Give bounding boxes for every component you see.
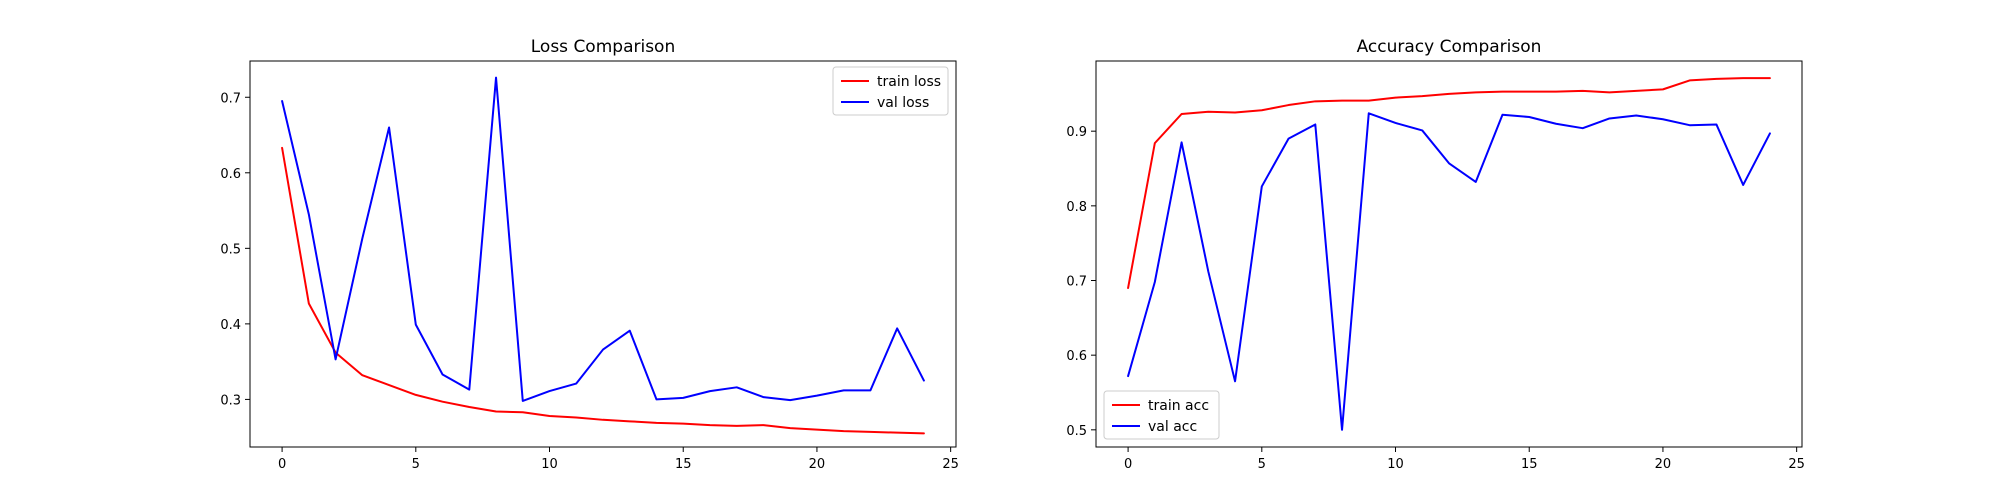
plot-area — [1095, 60, 1803, 448]
x-tick-label: 0 — [1124, 457, 1132, 472]
legend-label: train acc — [1148, 398, 1209, 414]
x-tick-label: 20 — [809, 457, 826, 472]
accuracy-chart: Accuracy Comparison 0 5 10 15 20 25 0.5 0.6 0.7 0.… — [1066, 37, 1805, 472]
y-tick-label: 0.6 — [220, 167, 241, 182]
x-tick-label: 0 — [278, 457, 286, 472]
legend-label: train loss — [877, 74, 941, 90]
legend-label: val acc — [1148, 419, 1197, 435]
x-tick-label: 10 — [541, 457, 558, 472]
y-tick-label: 0.8 — [1066, 200, 1087, 215]
y-tick-label: 0.5 — [1066, 424, 1087, 439]
x-tick-label: 10 — [1387, 457, 1404, 472]
x-tick-label: 20 — [1655, 457, 1672, 472]
y-tick-label: 0.4 — [220, 318, 241, 333]
x-tick-label: 5 — [1258, 457, 1266, 472]
y-tick-label: 0.7 — [1066, 275, 1087, 290]
x-tick-label: 15 — [1521, 457, 1538, 472]
plot-area — [249, 60, 957, 448]
y-tick-label: 0.9 — [1066, 125, 1087, 140]
series-line-val-acc — [1127, 112, 1771, 431]
legend-label: val loss — [877, 95, 929, 111]
chart-title: Loss Comparison — [531, 37, 675, 57]
y-tick-label: 0.5 — [220, 242, 241, 257]
x-tick-label: 25 — [1788, 457, 1805, 472]
legend: train acc val acc — [1103, 390, 1220, 440]
y-tick-label: 0.6 — [1066, 349, 1087, 364]
chart-title: Accuracy Comparison — [1357, 37, 1542, 57]
series-line-val-loss — [281, 76, 925, 402]
legend: train loss val loss — [832, 66, 949, 116]
series-line-train-loss — [281, 146, 925, 435]
x-tick-label: 5 — [412, 457, 420, 472]
y-tick-label: 0.3 — [220, 393, 241, 408]
y-tick-label: 0.7 — [220, 91, 241, 106]
series-line-train-acc — [1127, 77, 1771, 289]
loss-chart: Loss Comparison 0 5 10 15 20 25 0.3 0.4 0.5 0.6 0.7… — [220, 37, 959, 472]
x-tick-label: 25 — [942, 457, 959, 472]
x-tick-label: 15 — [675, 457, 692, 472]
